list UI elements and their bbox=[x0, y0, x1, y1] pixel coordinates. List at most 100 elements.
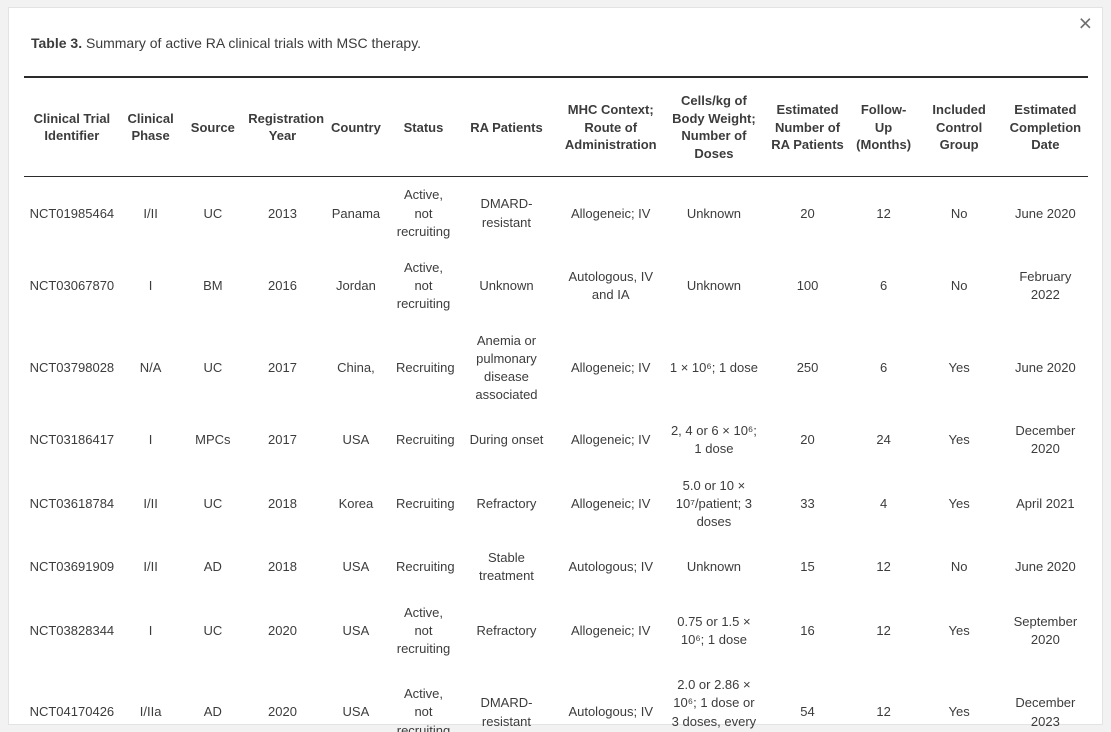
table-cell: MPCs bbox=[195, 432, 231, 448]
table-row: NCT01985464 I/II UC 2013 Panama Active, not r… bbox=[24, 177, 1088, 250]
table-cell: 2018 bbox=[268, 559, 297, 575]
table-cell: Unknown bbox=[686, 205, 742, 221]
table-header: Clinical Trial Identifier Clinical Phase S… bbox=[24, 77, 1088, 178]
table-cell: Yes bbox=[948, 622, 970, 638]
table-row: NCT04170426 I/IIa AD 2020 USA Active, not rec… bbox=[24, 667, 1088, 732]
table-cell: Unknown bbox=[686, 559, 742, 575]
table-cell: USA bbox=[342, 704, 370, 720]
column-header: Follow-Up (Months) bbox=[851, 77, 916, 178]
column-header: Estimated Completion Date bbox=[1002, 77, 1088, 178]
column-header: Clinical Phase bbox=[119, 77, 182, 178]
table-cell: June 2020 bbox=[1015, 205, 1076, 221]
table-cell: 20 bbox=[800, 205, 815, 221]
table-cell: I bbox=[148, 622, 153, 638]
table-cell: Jordan bbox=[336, 278, 376, 294]
table-cell: I/IIa bbox=[139, 704, 162, 720]
table-cell: June 2020 bbox=[1015, 559, 1076, 575]
table-cell: NCT01985464 bbox=[29, 205, 115, 221]
clinical-trials-table: Clinical Trial Identifier Clinical Phase S… bbox=[24, 76, 1088, 732]
table-cell: June 2020 bbox=[1015, 359, 1076, 375]
table-cell: I/II bbox=[143, 205, 158, 221]
table-cell: 2017 bbox=[268, 359, 297, 375]
table-cell: NCT03186417 bbox=[29, 432, 115, 448]
table-cell: 2016 bbox=[268, 278, 297, 294]
table-cell: NCT03798028 bbox=[29, 359, 115, 375]
table-cell: 2013 bbox=[268, 205, 297, 221]
table-cell: Panama bbox=[331, 205, 381, 221]
column-header: Country bbox=[320, 77, 392, 178]
table-cell: Active, not recruiting bbox=[396, 604, 451, 656]
table-cell: USA bbox=[342, 559, 370, 575]
table-cell: I/II bbox=[143, 559, 158, 575]
table-cell: 12 bbox=[876, 704, 891, 720]
table-cell: Autologous, IV and IA bbox=[568, 269, 653, 303]
table-cell: UC bbox=[203, 495, 223, 511]
table-cell: 6 bbox=[879, 278, 888, 294]
table-cell: China, bbox=[337, 359, 375, 375]
table-cell: 2020 bbox=[268, 704, 297, 720]
table-cell: Active, not recruiting bbox=[396, 187, 451, 239]
table-row: NCT03186417 I MPCs 2017 USA Recruiting During … bbox=[24, 413, 1088, 467]
table-cell: April 2021 bbox=[1016, 495, 1075, 511]
table-row: NCT03067870 I BM 2016 Jordan Active, not recr… bbox=[24, 250, 1088, 323]
table-cell: Unknown bbox=[686, 278, 742, 294]
column-header: Source bbox=[181, 77, 245, 178]
table-cell: No bbox=[950, 278, 968, 294]
column-header: RA Patients bbox=[455, 77, 557, 178]
table-cell: 1 × 10⁶; 1 dose bbox=[669, 359, 758, 375]
table-cell: NCT03618784 bbox=[29, 495, 115, 511]
close-icon[interactable]: × bbox=[1078, 10, 1092, 36]
column-header: MHC Context; Route of Administration bbox=[557, 77, 665, 178]
table-cell: 12 bbox=[876, 205, 891, 221]
table-cell: 100 bbox=[796, 278, 819, 294]
table-cell: Anemia or pulmonary disease associated bbox=[475, 332, 538, 403]
table-cell: Autologous; IV bbox=[568, 704, 653, 720]
column-header: Included Control Group bbox=[915, 77, 1003, 178]
table-cell: Recruiting bbox=[396, 359, 455, 375]
table-cell: N/A bbox=[139, 359, 162, 375]
table-cell: 6 bbox=[879, 359, 888, 375]
table-cell: No bbox=[950, 559, 968, 575]
column-header: Status bbox=[391, 77, 456, 178]
table-cell: USA bbox=[342, 622, 370, 638]
table-cell: Recruiting bbox=[396, 432, 455, 448]
table-cell: USA bbox=[342, 432, 370, 448]
table-cell: 5.0 or 10 × 10⁷/patient; 3 doses bbox=[675, 477, 753, 529]
table-cell: Allogeneic; IV bbox=[570, 432, 651, 448]
table-cell: Allogeneic; IV bbox=[570, 495, 651, 511]
table-cell: I/II bbox=[143, 495, 158, 511]
table-cell: Refractory bbox=[476, 622, 537, 638]
table-cell: Yes bbox=[948, 495, 970, 511]
table-cell: NCT04170426 bbox=[29, 704, 115, 720]
column-header: Clinical Trial Identifier bbox=[24, 77, 120, 178]
table-cell: Allogeneic; IV bbox=[570, 205, 651, 221]
table-cell: February 2022 bbox=[1019, 269, 1072, 303]
table-caption-label: Table 3. bbox=[31, 35, 83, 51]
table-cell: NCT03691909 bbox=[29, 559, 115, 575]
table-cell: AD bbox=[203, 704, 222, 720]
table-cell: BM bbox=[203, 278, 223, 294]
table-row: NCT03691909 I/II AD 2018 USA Recruiting Stable… bbox=[24, 540, 1088, 594]
table-row: NCT03618784 I/II UC 2018 Korea Recruiting Refr… bbox=[24, 468, 1088, 541]
table-cell: Recruiting bbox=[396, 559, 455, 575]
table-cell: Yes bbox=[948, 704, 970, 720]
table-cell: December 2023 bbox=[1015, 695, 1076, 729]
header-row: Clinical Trial Identifier Clinical Phase S… bbox=[24, 77, 1088, 178]
table-cell: 15 bbox=[800, 559, 815, 575]
column-header: Registration Year bbox=[244, 77, 324, 178]
table-cell: During onset bbox=[469, 432, 544, 448]
table-cell: UC bbox=[203, 622, 223, 638]
table-cell: 0.75 or 1.5 × 10⁶; 1 dose bbox=[677, 613, 751, 647]
table-caption: Table 3. Summary of active RA clinical t… bbox=[31, 34, 1087, 52]
table-cell: UC bbox=[203, 205, 223, 221]
table-cell: DMARD-resistant bbox=[480, 695, 533, 729]
table-cell: Autologous; IV bbox=[568, 559, 653, 575]
table-cell: 2, 4 or 6 × 10⁶; 1 dose bbox=[670, 423, 757, 457]
table-cell: Yes bbox=[948, 359, 970, 375]
table-cell: Unknown bbox=[479, 278, 534, 294]
table-cell: 2020 bbox=[268, 622, 297, 638]
table-dialog: × Table 3. Summary of active RA clinical… bbox=[8, 7, 1103, 732]
table-cell: DMARD-resistant bbox=[480, 196, 533, 230]
column-header: Estimated Number of RA Patients bbox=[763, 77, 852, 178]
